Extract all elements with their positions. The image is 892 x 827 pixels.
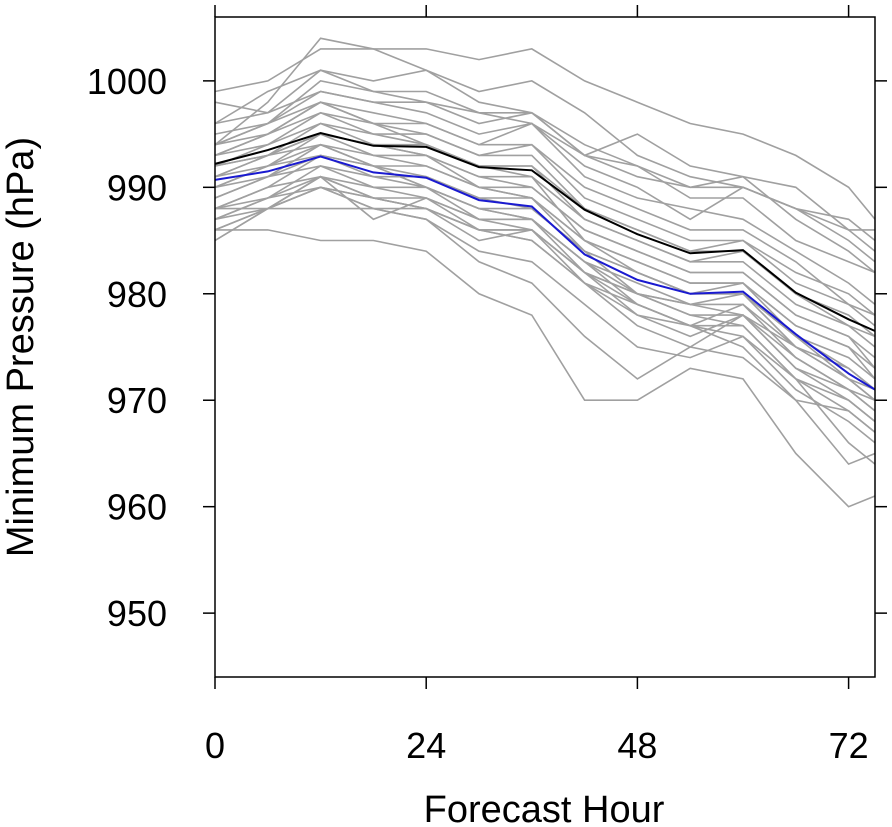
y-tick-label: 990 bbox=[107, 167, 167, 208]
y-tick-label: 1000 bbox=[87, 61, 167, 102]
y-tick-label: 970 bbox=[107, 380, 167, 421]
member-line-33 bbox=[215, 207, 876, 466]
ensemble-member-lines bbox=[214, 37, 876, 508]
y-axis-title: Minimum Pressure (hPa) bbox=[0, 137, 42, 557]
member-line-1 bbox=[214, 37, 876, 220]
highlight-line bbox=[214, 155, 876, 391]
x-tick-labels: 0 24 48 72 bbox=[205, 725, 869, 766]
ensemble-mean-layer bbox=[214, 131, 876, 332]
x-tick-label: 72 bbox=[829, 725, 869, 766]
member-line-25 bbox=[214, 69, 876, 252]
y-tick-labels: 950 960 970 980 990 1000 bbox=[87, 61, 167, 634]
member-line-4 bbox=[214, 90, 876, 274]
member-line-35 bbox=[214, 186, 876, 433]
member-line-29 bbox=[214, 175, 876, 391]
member-line-27 bbox=[214, 143, 876, 391]
member-line-32 bbox=[215, 229, 876, 508]
x-tick-label: 48 bbox=[617, 725, 657, 766]
member-line-28 bbox=[214, 175, 876, 401]
highlight-layer bbox=[214, 155, 876, 391]
x-axis-title: Forecast Hour bbox=[424, 789, 665, 827]
member-line-9 bbox=[214, 111, 876, 327]
member-line-7 bbox=[214, 111, 876, 316]
y-tick-label: 980 bbox=[107, 274, 167, 315]
y-tick-label: 960 bbox=[107, 487, 167, 528]
member-line-6 bbox=[214, 101, 876, 306]
x-tick-label: 0 bbox=[205, 725, 225, 766]
member-line-23 bbox=[214, 186, 876, 444]
member-line-31 bbox=[214, 186, 876, 465]
plot-frame bbox=[214, 16, 876, 678]
ensemble-mean-line bbox=[214, 131, 876, 332]
x-tick-label: 24 bbox=[406, 725, 446, 766]
y-tick-label: 950 bbox=[107, 593, 167, 634]
member-line-26 bbox=[214, 101, 876, 380]
member-line-30 bbox=[214, 154, 876, 412]
member-line-24 bbox=[214, 80, 876, 274]
axis-ticks bbox=[203, 5, 887, 689]
